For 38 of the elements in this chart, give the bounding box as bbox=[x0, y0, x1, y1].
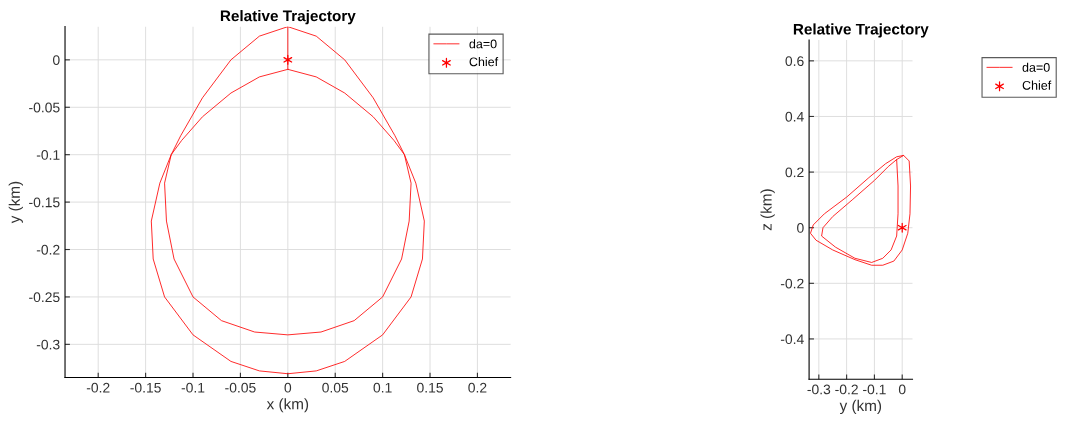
legend-label: da=0 bbox=[469, 39, 497, 49]
y-axis-title: y (km) bbox=[8, 181, 23, 224]
x-tick-label: 0.15 bbox=[417, 382, 443, 393]
line-series bbox=[810, 154, 911, 266]
y-tick-label: -0.2 bbox=[780, 278, 804, 289]
x-tick-label: 0.2 bbox=[468, 382, 487, 393]
x-tick-label: -0.2 bbox=[86, 382, 110, 393]
y-tick-label: -0.25 bbox=[29, 292, 60, 303]
x-tick-label: 0.1 bbox=[373, 382, 392, 393]
y-tick-label: 0.6 bbox=[785, 56, 804, 67]
y-tick-label: -0.1 bbox=[36, 150, 60, 160]
legend-label: Chief bbox=[469, 57, 499, 67]
y-tick-label: -0.2 bbox=[36, 244, 60, 255]
x-tick-label: 0 bbox=[284, 382, 292, 393]
legend-label: Chief bbox=[1022, 80, 1052, 90]
x-tick-label: 0 bbox=[898, 384, 906, 395]
y-tick-label: 0 bbox=[797, 223, 804, 233]
chart-title: Relative Trajectory bbox=[793, 23, 929, 38]
y-tick-label: -0.15 bbox=[29, 197, 60, 208]
y-axis-title: z (km) bbox=[760, 189, 775, 231]
legend-label: da=0 bbox=[1022, 62, 1050, 72]
x-tick-label: 0.05 bbox=[322, 382, 349, 393]
chart-title: Relative Trajectory bbox=[220, 10, 356, 25]
x-axis-title: x (km) bbox=[266, 398, 309, 413]
y-tick-label: -0.05 bbox=[29, 102, 60, 113]
x-axis-title: y (km) bbox=[839, 399, 882, 415]
x-tick-label: -0.3 bbox=[807, 384, 831, 395]
x-tick-label: -0.1 bbox=[181, 382, 205, 393]
line-series bbox=[150, 26, 425, 375]
x-tick-label: -0.1 bbox=[863, 384, 886, 395]
y-tick-label: 0 bbox=[52, 55, 60, 66]
x-tick-label: -0.2 bbox=[835, 384, 858, 395]
y-tick-label: -0.4 bbox=[780, 334, 804, 345]
y-tick-label: 0.2 bbox=[785, 167, 804, 178]
y-tick-label: -0.3 bbox=[36, 339, 60, 350]
y-tick-label: 0.4 bbox=[785, 111, 804, 122]
x-tick-label: -0.15 bbox=[130, 382, 161, 393]
x-tick-label: -0.05 bbox=[225, 382, 256, 393]
